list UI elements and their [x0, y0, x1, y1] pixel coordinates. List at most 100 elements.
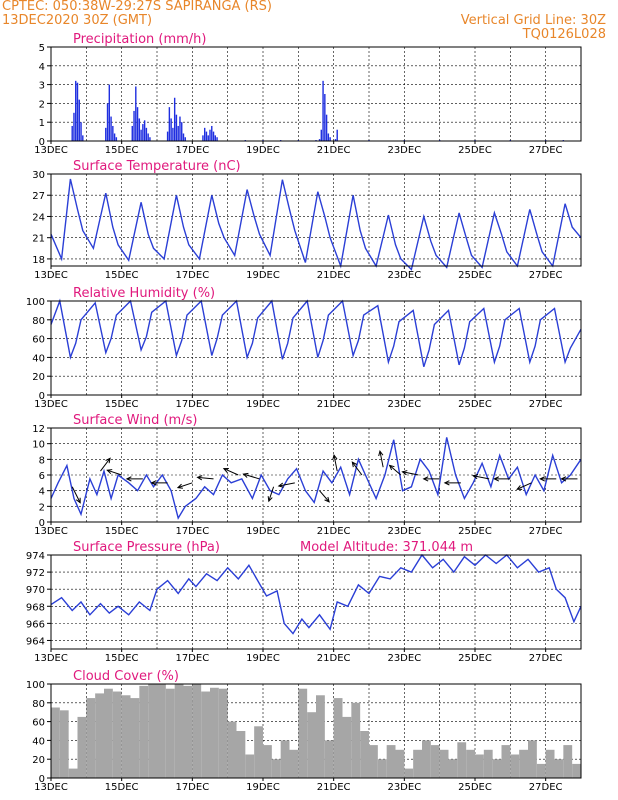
pressure-ytick-label: 964 [26, 636, 45, 647]
precipitation-bar [325, 114, 328, 141]
temperature-ytick-label: 21 [32, 234, 45, 245]
cloud-cover-bar [59, 710, 69, 778]
cloud-cover-bar [192, 684, 202, 778]
precipitation-bar [82, 135, 84, 141]
station-info: CPTEC: 050:38W-29:27S SAPIRANGA (RS) [2, 0, 272, 14]
pressure-xtick-label: 19DEC [246, 653, 280, 664]
pressure-xtick-label: 25DEC [458, 653, 492, 664]
wind-vector-head [150, 480, 157, 486]
wind-xtick-label: 19DEC [246, 526, 280, 537]
cloud-cover-ytick-label: 60 [32, 718, 45, 729]
temperature-xtick-label: 25DEC [458, 270, 492, 281]
wind-vector [402, 471, 419, 476]
cloud-cover-bar [86, 698, 96, 778]
precipitation-bar [142, 124, 144, 141]
wind-vector [516, 482, 532, 490]
precipitation-bar [202, 135, 204, 141]
humidity-ytick-label: 0 [39, 391, 45, 402]
pressure-ytick-label: 974 [26, 551, 45, 562]
wind-xtick-label: 21DEC [317, 526, 351, 537]
humidity-series-line [50, 298, 582, 368]
cloud-cover-bar [218, 688, 228, 778]
cloud-cover-bar [369, 745, 378, 778]
cloud-cover-bar [377, 759, 387, 778]
pressure-xtick-label: 15DEC [105, 653, 139, 664]
precipitation-bar [184, 137, 186, 141]
precipitation-xtick-label: 17DEC [175, 145, 209, 156]
wind-vector-head [75, 497, 81, 504]
wind-vector-head [378, 450, 384, 457]
temperature-ytick-label: 18 [32, 255, 45, 266]
chart-header: CPTEC: 050:38W-29:27S SAPIRANGA (RS) 13D… [0, 0, 618, 48]
precipitation-xtick-label: 27DEC [529, 145, 563, 156]
cloud-cover-bar [475, 754, 484, 778]
model-id: TQ0126L028 [522, 27, 606, 42]
precipitation-bar [182, 133, 185, 141]
cloud-cover-bar [165, 688, 175, 778]
wind-vector-head [242, 472, 249, 478]
cloud-cover-bar [157, 684, 166, 778]
wind-vector-head [472, 473, 479, 480]
precipitation-ytick-label: 0 [39, 137, 45, 148]
pressure-xtick-label: 17DEC [175, 653, 209, 664]
cloud-cover-xtick-label: 17DEC [175, 782, 209, 793]
humidity-xtick-label: 21DEC [317, 399, 351, 410]
cloud-cover-bar [545, 749, 555, 778]
precipitation-bar [168, 107, 171, 141]
precipitation-bar [175, 114, 178, 141]
humidity-xtick-label: 17DEC [175, 399, 209, 410]
precipitation-xtick-label: 13DEC [34, 145, 68, 156]
cloud-cover-bar [360, 731, 369, 778]
wind-ytick-label: 0 [39, 518, 45, 529]
precipitation-bar [318, 139, 321, 141]
temperature-xtick-label: 17DEC [175, 270, 209, 281]
wind-vector-head [105, 457, 111, 464]
precipitation-ytick-label: 5 [39, 43, 45, 54]
humidity-xtick-label: 19DEC [246, 399, 280, 410]
wind-vector-head [516, 485, 523, 490]
cloud-cover-xtick-label: 21DEC [317, 782, 351, 793]
precipitation-bar [211, 125, 213, 141]
cloud-cover-xtick-label: 15DEC [105, 782, 139, 793]
humidity-panel-frame [50, 300, 582, 396]
precipitation-bar [135, 86, 137, 141]
precipitation-bar [327, 133, 330, 141]
wind-vector-head [196, 475, 203, 481]
precipitation-bar [336, 129, 338, 141]
precipitation-xtick-label: 23DEC [387, 145, 421, 156]
cloud-cover-bar [201, 691, 210, 778]
wind-vector-head [493, 476, 500, 482]
precipitation-bar [329, 137, 331, 141]
wind-vector-head [176, 483, 183, 489]
wind-vector-head [125, 476, 132, 482]
precipitation-bar [78, 99, 80, 141]
cloud-cover-bar [148, 684, 157, 778]
cloud-cover-bar [563, 745, 573, 778]
wind-vector [351, 461, 363, 476]
precipitation-bar [71, 125, 73, 141]
humidity-ytick-label: 80 [32, 316, 45, 327]
wind-vector-head [324, 496, 330, 503]
cloud-cover-ytick-label: 40 [32, 736, 45, 747]
wind-xtick-label: 27DEC [529, 526, 563, 537]
wind-vector-head [222, 467, 229, 473]
cloud-cover-bar [324, 740, 334, 778]
temperature-xtick-label: 19DEC [246, 270, 280, 281]
wind-vector-head [332, 453, 338, 461]
run-datetime: 13DEC2020 30Z (GMT) [2, 13, 153, 28]
wind-vector [197, 476, 214, 480]
temperature-xtick-label: 13DEC [34, 270, 68, 281]
pressure-xtick-label: 23DEC [387, 653, 421, 664]
cloud-cover-ytick-label: 20 [32, 755, 45, 766]
precipitation-bar [207, 135, 209, 141]
cloud-cover-bar [554, 759, 564, 778]
precipitation-xtick-label: 21DEC [317, 145, 351, 156]
temperature-xtick-label: 27DEC [529, 270, 563, 281]
cloud-cover-bar [528, 740, 537, 778]
wind-vector [107, 469, 122, 476]
cloud-cover-bar [130, 698, 140, 778]
wind-ytick-label: 6 [39, 471, 45, 482]
precipitation-bar [205, 131, 208, 141]
wind-xtick-label: 13DEC [34, 526, 68, 537]
